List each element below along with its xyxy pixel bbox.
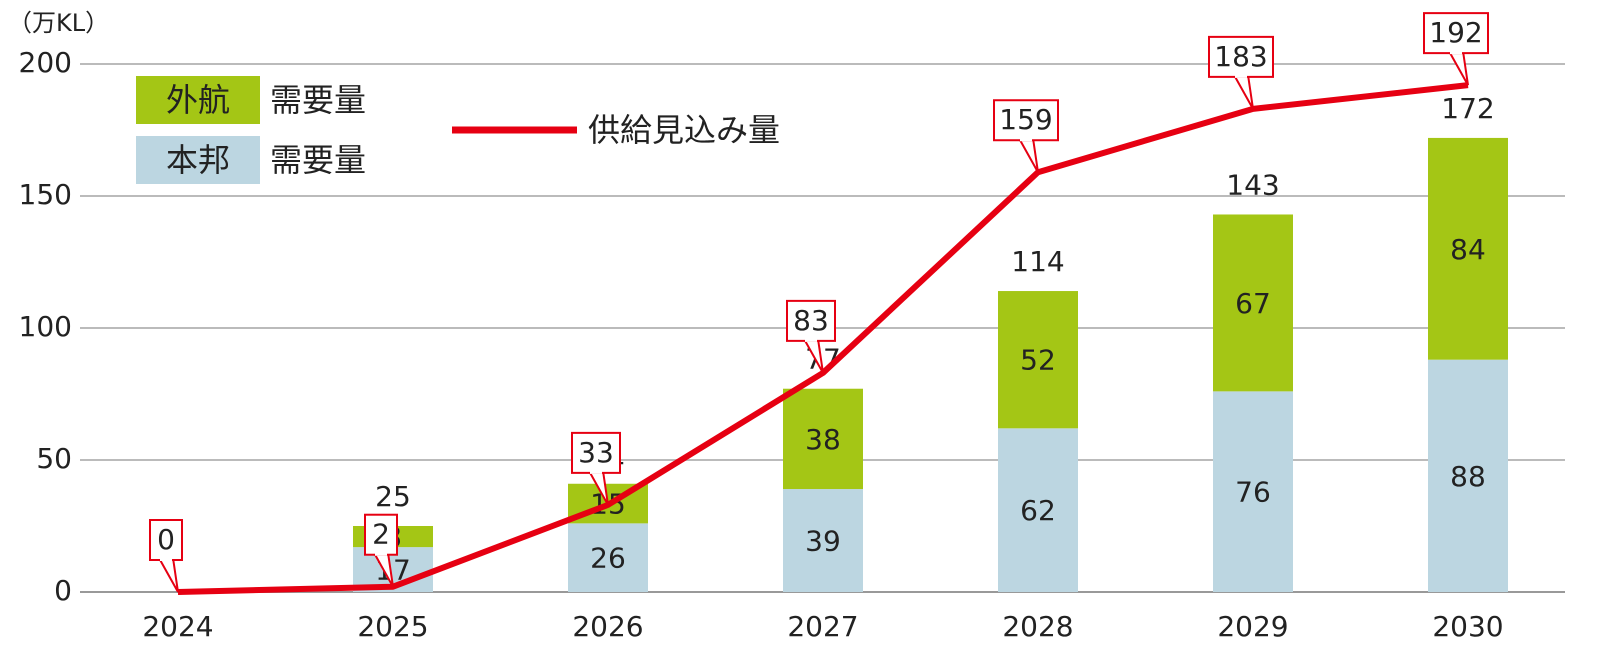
callout-gap: [1020, 138, 1032, 142]
legend-label: 外航: [166, 81, 230, 119]
bar-value-label: 88: [1450, 460, 1486, 493]
callout-gap: [1450, 51, 1462, 55]
bar-segment: [1428, 137, 1508, 360]
bar-total-label: 172: [1441, 92, 1494, 125]
bar-value-label: 67: [1235, 287, 1271, 320]
legend-label: 本邦: [166, 141, 230, 179]
x-tick-label: 2030: [1432, 610, 1503, 643]
bar-segment: [998, 291, 1078, 429]
callout-pointer: [157, 557, 179, 593]
callout-box: [1423, 12, 1489, 55]
legend-suffix: 需要量: [270, 81, 366, 119]
bar-value-label: 26: [590, 542, 626, 575]
legend-swatch: [136, 76, 260, 124]
legend-label: 供給見込み量: [588, 111, 780, 149]
legend-swatch: [136, 136, 260, 184]
bar-total-label: 25: [375, 480, 411, 513]
callout-box: [364, 513, 398, 556]
callout-gap: [375, 552, 387, 556]
x-tick-label: 2028: [1002, 610, 1073, 643]
bar-segment: [568, 523, 648, 592]
callout-pointer: [1017, 137, 1039, 173]
legend-suffix: 需要量: [270, 141, 366, 179]
line-value-label: 0: [157, 523, 175, 556]
line-value-label: 33: [578, 436, 614, 469]
x-tick-label: 2029: [1217, 610, 1288, 643]
bar-value-label: 52: [1020, 344, 1056, 377]
line-value-label: 83: [793, 304, 829, 337]
bar-total-label: 143: [1226, 168, 1279, 201]
x-tick-label: 2025: [357, 610, 428, 643]
bar-segment: [783, 489, 863, 592]
callout-pointer: [1232, 73, 1254, 110]
bar-value-label: 84: [1450, 233, 1486, 266]
callout-pointer: [1447, 50, 1469, 86]
bar-segment: [783, 388, 863, 490]
line-value-label: 192: [1429, 16, 1482, 49]
bar-segment: [998, 428, 1078, 592]
bar-value-label: 38: [805, 423, 841, 456]
x-tick-label: 2026: [572, 610, 643, 643]
y-tick-label: 0: [54, 574, 72, 607]
y-tick-label: 100: [19, 310, 72, 343]
bar-segment: [1213, 391, 1293, 592]
callout-box: [786, 299, 836, 342]
y-tick-label: 50: [36, 442, 72, 475]
callout-box: [571, 431, 621, 474]
bar-value-label: 39: [805, 525, 841, 558]
bar-total-label: 114: [1011, 245, 1064, 278]
y-tick-label: 200: [19, 46, 72, 79]
x-tick-label: 2024: [142, 610, 213, 643]
y-tick-label: 150: [19, 178, 72, 211]
y-axis-label: （万KL）: [8, 9, 109, 37]
bar-segment: [1428, 359, 1508, 592]
x-tick-label: 2027: [787, 610, 858, 643]
bar-segment: [1213, 214, 1293, 392]
bar-value-label: 62: [1020, 494, 1056, 527]
line-value-label: 2: [372, 518, 390, 551]
line-value-label: 183: [1214, 40, 1267, 73]
callout-gap: [160, 558, 172, 561]
bar-value-label: 76: [1235, 476, 1271, 509]
callout-gap: [1235, 74, 1247, 78]
callout-gap: [805, 338, 817, 342]
callout-box: [149, 519, 183, 561]
callout-box: [1208, 35, 1274, 78]
callout-gap: [590, 470, 602, 474]
line-value-label: 159: [999, 103, 1052, 136]
